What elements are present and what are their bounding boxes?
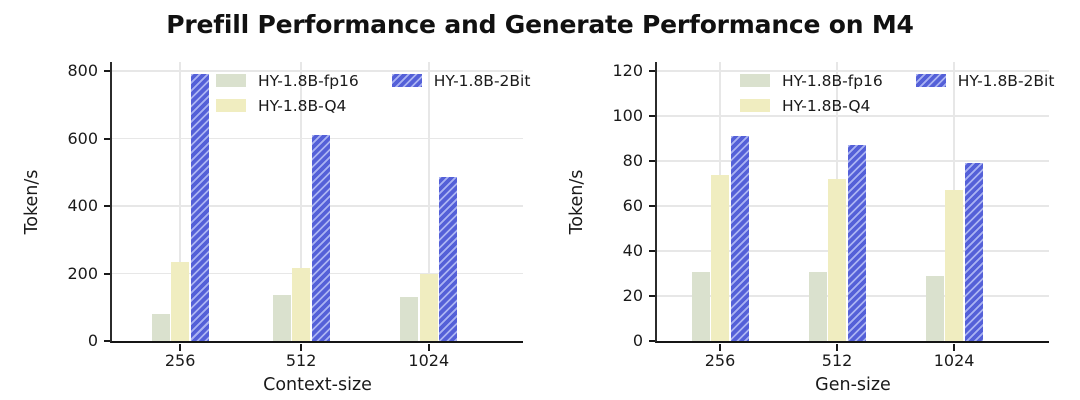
x-tick-label: 512 <box>285 351 317 370</box>
y-tick-label: 600 <box>67 128 98 148</box>
x-tick-label: 256 <box>164 351 196 370</box>
legend-column: HY-1.8B-fp16 HY-1.8B-Q4 <box>216 68 359 118</box>
legend-column: HY-1.8B-2Bit <box>391 68 531 118</box>
bar-q4-512 <box>292 268 311 341</box>
bar-twobit-256 <box>190 74 209 341</box>
legend-label-fp16: HY-1.8B-fp16 <box>258 71 359 90</box>
bar-fp16-512 <box>272 295 291 341</box>
gridline-horizontal <box>657 115 1049 117</box>
x-tick-mark <box>427 343 430 351</box>
x-tick-mark <box>179 343 182 351</box>
legend-column: HY-1.8B-2Bit <box>915 68 1055 118</box>
x-tick-mark <box>836 343 839 351</box>
bar-q4-256 <box>171 261 190 341</box>
y-tick-mark <box>649 340 655 342</box>
legend-label-fp16: HY-1.8B-fp16 <box>782 71 883 90</box>
legend-swatch-twobit <box>391 74 422 87</box>
bar-twobit-1024 <box>439 177 458 341</box>
x-axis-label: Gen-size <box>815 375 891 395</box>
legend: HY-1.8B-fp16 HY-1.8B-Q4 HY-1.8B-2Bit <box>216 68 530 118</box>
gridline-horizontal <box>112 70 523 72</box>
y-tick-mark <box>649 205 655 207</box>
y-axis-label: Token/s <box>22 169 42 234</box>
y-tick-label: 800 <box>67 61 98 80</box>
x-tick-mark <box>300 343 303 351</box>
legend-entry-q4: HY-1.8B-Q4 <box>216 93 359 118</box>
legend-entry-twobit: HY-1.8B-2Bit <box>391 68 531 93</box>
y-tick-label: 60 <box>622 196 643 215</box>
bar-fp16-256 <box>691 272 710 341</box>
legend-label-twobit: HY-1.8B-2Bit <box>433 71 531 90</box>
y-tick-mark <box>649 295 655 297</box>
y-tick-label: 100 <box>612 106 643 125</box>
gridline-vertical <box>428 62 430 341</box>
bar-q4-256 <box>711 174 730 341</box>
x-tick-label: 1024 <box>933 351 975 370</box>
x-axis-label: Context-size <box>263 375 372 395</box>
x-tick-mark <box>719 343 722 351</box>
y-tick-mark <box>104 205 110 207</box>
bar-fp16-256 <box>151 314 170 341</box>
bar-fp16-1024 <box>925 275 944 341</box>
x-tick-label: 512 <box>821 351 853 370</box>
legend-label-q4: HY-1.8B-Q4 <box>258 96 347 115</box>
bar-fp16-1024 <box>400 297 419 341</box>
bar-q4-512 <box>828 179 847 341</box>
bar-twobit-512 <box>847 145 866 341</box>
y-tick-mark <box>104 340 110 342</box>
y-tick-label: 80 <box>622 151 643 170</box>
chart-title: Prefill Performance and Generate Perform… <box>166 10 914 39</box>
y-tick-mark <box>104 70 110 72</box>
gridline-vertical <box>300 62 302 341</box>
y-tick-label: 400 <box>67 196 98 215</box>
prefill-chart-plot-area: 0 200 400 600 800 256 512 1024 Context-size Token… <box>22 62 530 395</box>
y-tick-label: 120 <box>612 61 643 80</box>
y-tick-mark <box>649 160 655 162</box>
y-tick-label: 200 <box>67 263 98 283</box>
bar-fp16-512 <box>808 272 827 341</box>
y-tick-label: 0 <box>87 331 98 350</box>
y-tick-mark <box>649 250 655 252</box>
x-tick-label: 1024 <box>408 351 450 370</box>
legend-entry-q4: HY-1.8B-Q4 <box>740 93 883 118</box>
y-axis-label: Token/s <box>567 169 587 234</box>
y-tick-mark <box>104 137 110 140</box>
legend-swatch-twobit <box>915 74 946 87</box>
gridline-vertical <box>179 62 181 341</box>
y-tick-mark <box>649 70 655 72</box>
legend-entry-fp16: HY-1.8B-fp16 <box>216 68 359 93</box>
legend: HY-1.8B-fp16 HY-1.8B-Q4 HY-1.8B-2Bit <box>740 68 1054 118</box>
gridline-horizontal <box>657 70 1049 72</box>
legend-column: HY-1.8B-fp16 HY-1.8B-Q4 <box>740 68 883 118</box>
x-tick-mark <box>953 343 956 351</box>
y-tick-label: 0 <box>632 331 643 350</box>
legend-swatch-q4 <box>216 99 246 112</box>
bar-q4-1024 <box>945 190 964 341</box>
legend-entry-twobit: HY-1.8B-2Bit <box>915 68 1055 93</box>
x-tick-label: 256 <box>704 351 736 370</box>
bar-twobit-512 <box>311 135 330 341</box>
bar-q4-1024 <box>419 273 438 341</box>
legend-swatch-fp16 <box>216 74 246 87</box>
y-tick-label: 40 <box>622 241 643 260</box>
legend-label-q4: HY-1.8B-Q4 <box>782 96 871 115</box>
bar-twobit-1024 <box>964 163 983 341</box>
generate-chart-plot-area: 0 20 40 60 80 100 120 256 512 1024 Gen-size Token/s… <box>567 62 1054 395</box>
legend-swatch-fp16 <box>740 74 770 87</box>
y-tick-label: 20 <box>622 286 643 305</box>
y-tick-mark <box>104 272 110 275</box>
y-tick-mark <box>649 115 655 117</box>
legend-swatch-q4 <box>740 99 770 112</box>
legend-entry-fp16: HY-1.8B-fp16 <box>740 68 883 93</box>
bar-twobit-256 <box>730 136 749 341</box>
legend-label-twobit: HY-1.8B-2Bit <box>957 71 1055 90</box>
